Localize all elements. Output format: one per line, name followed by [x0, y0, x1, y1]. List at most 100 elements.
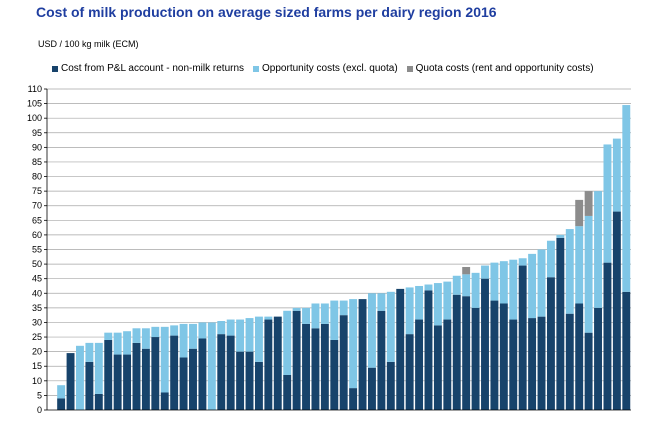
bar-31-series-2 [330, 300, 339, 340]
y-tick-label-55: 55 [32, 245, 42, 255]
bar-12-series-1 [151, 337, 160, 410]
bar-48-series-1 [490, 300, 499, 410]
bar-50-series-1 [509, 319, 518, 410]
legend-swatch-pl-cost [52, 65, 58, 72]
chart-title: Cost of milk production on average sized… [36, 4, 497, 20]
bar-22-series-1 [245, 351, 254, 410]
bar-36-series-1 [377, 310, 386, 410]
bar-29-series-2 [311, 303, 320, 329]
y-tick-label-95: 95 [32, 128, 42, 138]
y-tick-label-75: 75 [32, 186, 42, 196]
bar-24-series-2 [264, 316, 273, 320]
bar-51-series-2 [518, 258, 527, 266]
bar-31-series-1 [330, 339, 339, 410]
y-tick-label-65: 65 [32, 215, 42, 225]
bar-2-series-2 [57, 385, 66, 399]
bar-9-series-2 [123, 331, 132, 355]
bar-46-series-1 [471, 307, 480, 410]
bar-14-series-2 [170, 325, 179, 336]
bar-52-series-2 [528, 253, 537, 319]
bar-51-series-1 [518, 265, 527, 410]
bar-28-series-2 [302, 307, 310, 324]
bar-29-series-1 [311, 328, 320, 410]
y-tick-label-50: 50 [32, 259, 42, 269]
bar-6-series-2 [94, 342, 103, 394]
bar-57-series-1 [575, 303, 584, 410]
bar-6-series-1 [94, 393, 103, 410]
bar-21-series-1 [236, 351, 245, 410]
bar-10-series-1 [132, 342, 141, 410]
bar-7-series-2 [104, 332, 113, 340]
bar-27-series-1 [292, 310, 301, 410]
bar-36-series-2 [377, 293, 386, 311]
bar-43-series-2 [443, 281, 452, 320]
bar-56-series-1 [565, 313, 574, 410]
bar-38-series-1 [396, 288, 405, 410]
bar-17-series-2 [198, 322, 207, 339]
bar-47-series-2 [481, 265, 489, 279]
bar-14-series-1 [170, 335, 179, 410]
bar-55-series-2 [556, 234, 565, 238]
bar-30-series-1 [320, 323, 329, 410]
bar-54-series-2 [546, 240, 555, 278]
y-tick-label-70: 70 [32, 201, 42, 211]
bar-41-series-1 [424, 290, 433, 410]
bar-2-series-1 [57, 398, 66, 410]
bar-35-series-2 [368, 293, 376, 368]
bar-32-series-2 [339, 300, 348, 316]
bar-53-series-2 [537, 249, 546, 317]
bar-17-series-1 [198, 338, 207, 410]
y-tick-label-40: 40 [32, 288, 42, 298]
bar-44-series-2 [452, 275, 461, 295]
bar-3-series-1 [66, 353, 75, 410]
bar-42-series-1 [433, 325, 442, 410]
bars [57, 105, 631, 410]
bar-32-series-1 [339, 315, 348, 410]
bar-5-series-1 [85, 361, 94, 410]
bar-19-series-1 [217, 334, 226, 410]
bar-37-series-1 [386, 361, 395, 410]
bar-8-series-1 [113, 354, 122, 410]
bar-43-series-1 [443, 319, 452, 410]
bar-7-series-1 [104, 339, 113, 410]
bar-5-series-2 [85, 342, 94, 362]
bar-60-series-2 [603, 144, 612, 263]
bar-55-series-1 [556, 237, 565, 410]
bar-44-series-1 [452, 294, 461, 410]
bar-15-series-1 [179, 357, 188, 410]
bar-8-series-2 [113, 332, 122, 355]
legend-swatch-quota-cost [406, 65, 413, 72]
legend-swatch-opportunity-cost [253, 65, 260, 72]
y-tick-label-35: 35 [32, 303, 42, 313]
y-tick-label-110: 110 [28, 84, 42, 94]
y-tick-label-30: 30 [32, 317, 42, 327]
bar-23-series-1 [254, 361, 263, 410]
bar-58-series-1 [584, 332, 593, 410]
bar-40-series-2 [415, 285, 424, 320]
bar-4-series-2 [76, 345, 84, 410]
bar-13-series-2 [160, 326, 169, 393]
bar-40-series-1 [415, 319, 424, 410]
bar-56-series-2 [565, 229, 574, 314]
bar-60-series-1 [603, 262, 612, 410]
bar-33-series-2 [349, 299, 358, 389]
bar-35-series-1 [368, 367, 376, 410]
y-tick-label-10: 10 [32, 376, 42, 386]
bar-61-series-2 [612, 138, 621, 212]
legend-item-pl-cost: Cost from P&L account - non-milk returns [52, 63, 244, 74]
bar-62-series-1 [622, 291, 631, 410]
bar-45-series-3 [462, 267, 471, 275]
bar-46-series-2 [471, 272, 480, 308]
bar-57-series-3 [575, 199, 584, 227]
bar-11-series-2 [141, 328, 150, 349]
bar-13-series-1 [160, 392, 169, 410]
bar-21-series-2 [236, 319, 245, 352]
bar-34-series-1 [358, 299, 367, 410]
bar-25-series-1 [273, 316, 282, 410]
bar-16-series-1 [189, 348, 197, 410]
legend-label-pl-cost: Cost from P&L account - non-milk returns [61, 63, 245, 74]
bar-58-series-2 [584, 215, 593, 333]
y-tick-label-20: 20 [32, 347, 42, 357]
bar-45-series-2 [462, 274, 471, 297]
bar-59-series-2 [594, 191, 602, 308]
